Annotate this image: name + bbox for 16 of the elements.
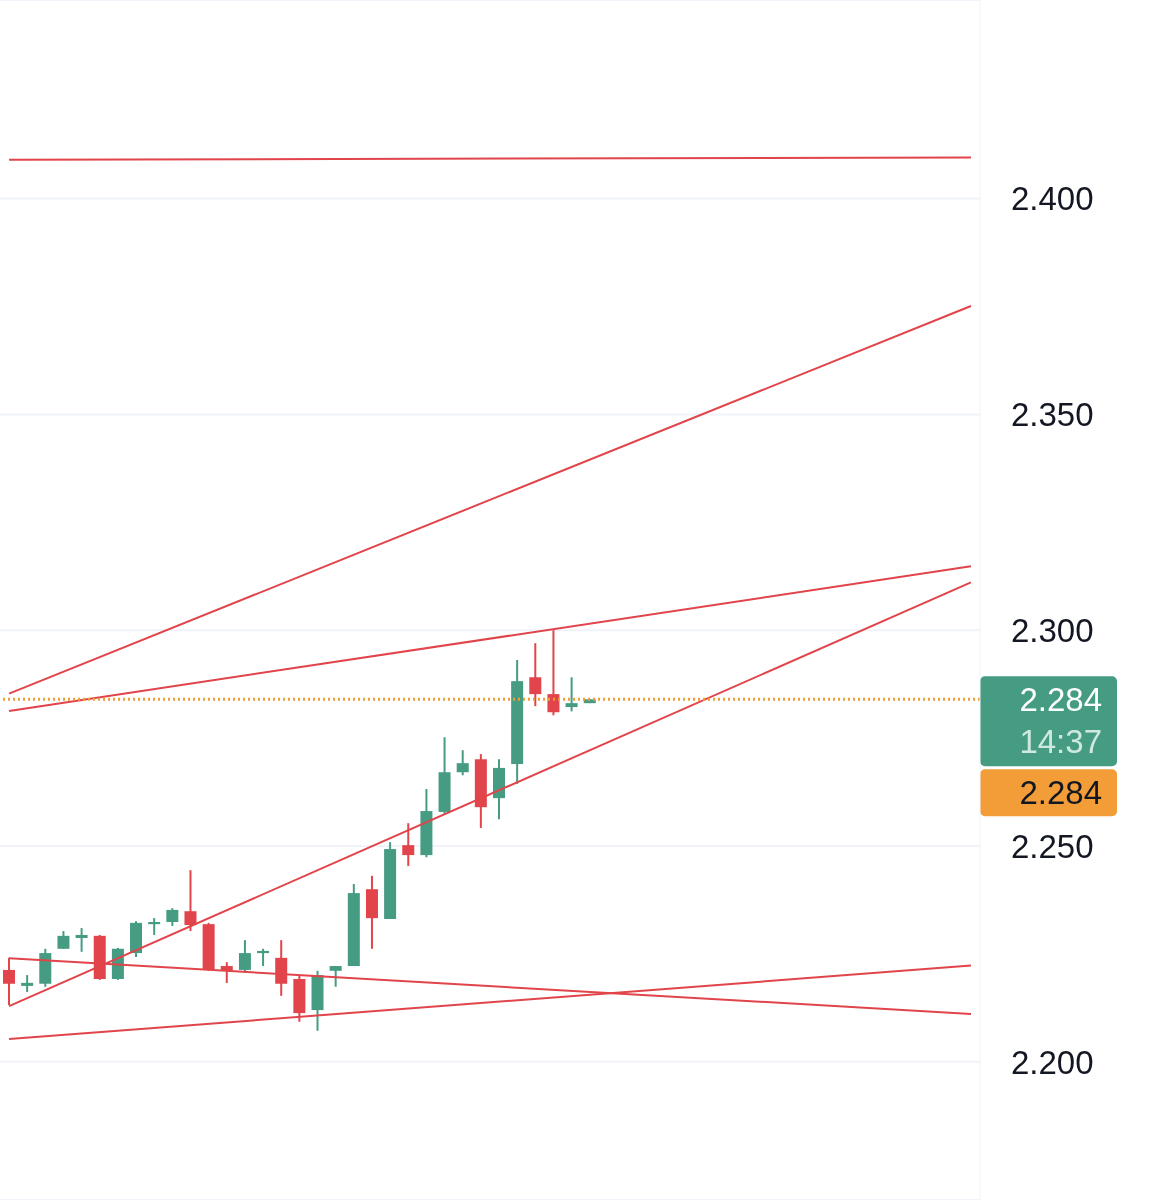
y-tick-label: 2.200 bbox=[1011, 1043, 1094, 1081]
y-tick-label: 2.250 bbox=[1011, 827, 1094, 865]
candlestick bbox=[402, 822, 415, 867]
candlestick bbox=[329, 965, 342, 988]
y-tick-label: 2.300 bbox=[1011, 611, 1094, 649]
candlestick bbox=[238, 939, 251, 974]
y-tick-label: 2.350 bbox=[1011, 396, 1094, 434]
text: 14:37 bbox=[1019, 723, 1102, 761]
y-tick-label: 2.400 bbox=[1011, 180, 1094, 218]
text: 2.284 bbox=[1019, 681, 1102, 719]
candlestick bbox=[529, 642, 542, 708]
candlestick bbox=[75, 927, 88, 953]
candlestick bbox=[565, 676, 578, 713]
ref-line-label: 2.284 bbox=[1019, 774, 1102, 812]
candlestick bbox=[456, 749, 469, 777]
candlestick bbox=[184, 869, 197, 933]
